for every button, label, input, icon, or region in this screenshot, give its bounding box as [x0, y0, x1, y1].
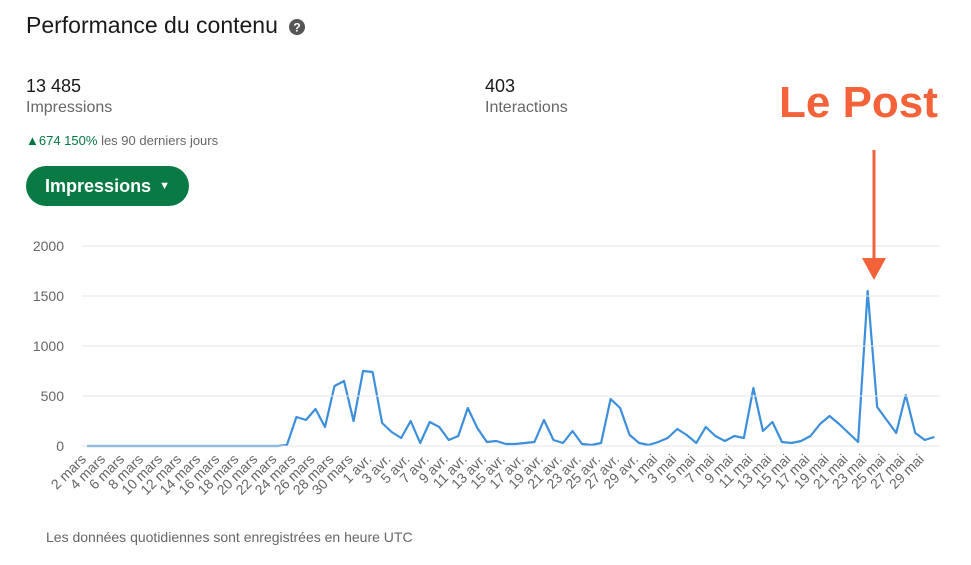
y-tick-label: 1500	[33, 288, 64, 304]
annotation: Le Post	[779, 78, 938, 127]
help-icon[interactable]: ?	[288, 18, 306, 36]
stat-label: Impressions	[26, 99, 113, 116]
trend-arrow: ▲	[26, 133, 39, 148]
y-tick-label: 500	[41, 388, 65, 404]
caret: ▼	[159, 180, 170, 192]
y-tick-label: 2000	[33, 238, 64, 254]
stat-value: 403	[485, 76, 516, 96]
y-tick-label: 1000	[33, 338, 64, 354]
stat-label: Interactions	[485, 99, 568, 116]
metric-dropdown[interactable]: Impressions ▼	[26, 166, 189, 206]
button-label: Impressions	[45, 175, 152, 196]
section-title: Performance du contenu ?	[26, 12, 306, 39]
arrow-head	[862, 258, 886, 280]
svg-text:?: ?	[294, 20, 301, 34]
y-tick-label: 0	[56, 438, 64, 454]
footnote: Les données quotidiennes sont enregistré…	[46, 529, 413, 545]
trend-period: les 90 derniers jours	[101, 133, 219, 148]
trend-change: 674 150%	[38, 133, 98, 148]
line	[87, 289, 935, 448]
title-text: Performance du contenu	[26, 12, 278, 38]
trend: ▲674 150% les 90 derniers jours	[26, 133, 218, 148]
stat-value: 13 485	[26, 76, 82, 96]
